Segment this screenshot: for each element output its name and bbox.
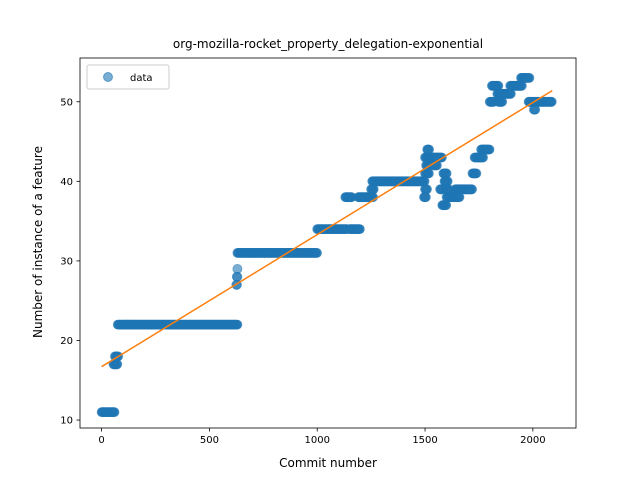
data-point <box>431 160 442 171</box>
data-point <box>524 73 535 83</box>
x-tick-label: 2000 <box>520 435 545 446</box>
x-axis-title: Commit number <box>279 456 377 470</box>
data-point <box>546 96 557 107</box>
y-tick-label: 30 <box>60 256 73 267</box>
data-points <box>96 73 557 418</box>
x-tick-label: 1000 <box>304 435 329 446</box>
x-tick-label: 500 <box>200 435 219 446</box>
data-point <box>312 247 322 258</box>
chart-title: org-mozilla-rocket_property_delegation-e… <box>173 37 483 51</box>
data-point <box>467 184 478 195</box>
fit-line <box>101 89 553 368</box>
data-point <box>109 407 120 418</box>
data-point <box>484 144 495 155</box>
legend: data <box>86 64 170 90</box>
data-point <box>232 319 243 330</box>
legend-marker <box>103 72 113 82</box>
legend-box <box>86 64 170 90</box>
y-axis-title: Number of instance of a feature <box>31 146 45 338</box>
y-tick-label: 50 <box>60 97 73 108</box>
y-tick-label: 20 <box>60 336 73 347</box>
data-point <box>232 263 243 274</box>
data-point <box>471 168 482 179</box>
data-point <box>424 144 435 155</box>
x-tick-label: 0 <box>98 435 104 446</box>
y-tick-label: 10 <box>60 416 73 427</box>
plot-frame <box>79 57 577 429</box>
x-tick-label: 1500 <box>412 435 437 446</box>
y-tick-label: 40 <box>60 177 73 188</box>
axes: 0 500 1000 1500 2000 10 20 30 40 50 <box>60 57 577 446</box>
legend-label: data <box>130 73 153 84</box>
fit-line-layer <box>101 89 553 368</box>
data-point <box>422 184 432 195</box>
data-point <box>530 104 541 115</box>
data-point <box>354 224 365 235</box>
